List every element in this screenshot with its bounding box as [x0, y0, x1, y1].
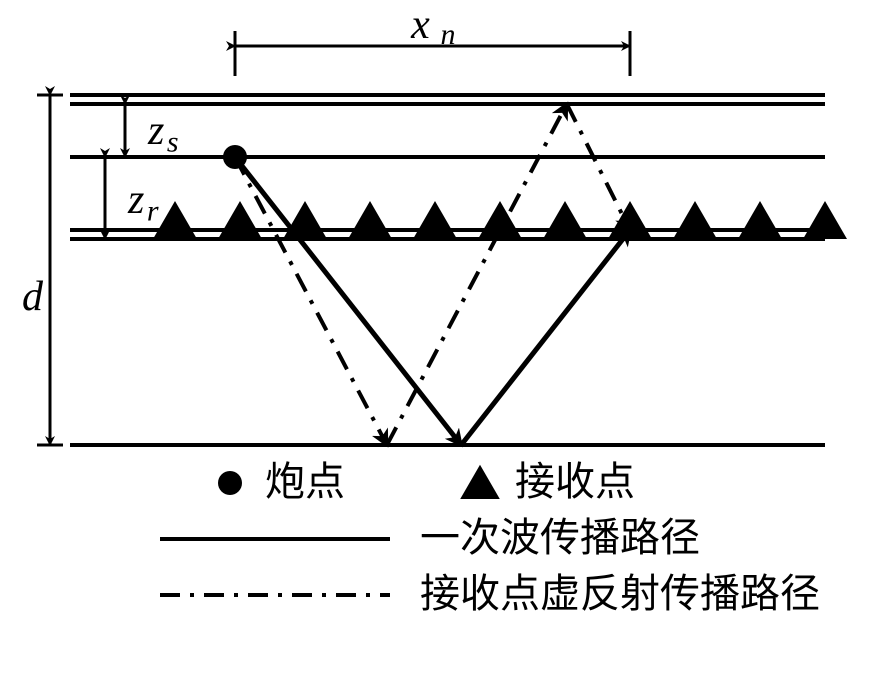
dim-zs-label: z	[147, 108, 164, 154]
receiver-marker	[478, 201, 522, 239]
receiver-marker	[218, 201, 262, 239]
receiver-marker	[803, 201, 847, 239]
receiver-marker	[673, 201, 717, 239]
legend-triangle-icon	[460, 465, 500, 499]
diagram-canvas: xndzszr炮点接收点一次波传播路径接收点虚反射传播路径	[0, 0, 884, 676]
ghost-ray-seg1	[235, 157, 387, 445]
receiver-marker	[738, 201, 782, 239]
primary-ray-up	[461, 230, 630, 445]
receiver-marker	[283, 201, 327, 239]
ghost-ray-seg3	[567, 104, 630, 230]
primary-ray-down	[235, 157, 461, 445]
receiver-marker	[543, 201, 587, 239]
dim-zr-label: z	[127, 177, 144, 223]
legend-triangle-label: 接收点	[515, 459, 635, 504]
legend-line-label: 一次波传播路径	[420, 515, 700, 560]
legend-circle-label: 炮点	[265, 459, 345, 504]
receiver-marker	[348, 201, 392, 239]
dim-zs-sub: s	[167, 126, 179, 159]
dim-xn-sub: n	[441, 18, 456, 51]
legend-line-label: 接收点虚反射传播路径	[420, 571, 820, 616]
receiver-marker	[153, 201, 197, 239]
legend-circle-icon	[218, 471, 242, 495]
receiver-marker	[413, 201, 457, 239]
dim-d-label: d	[22, 274, 44, 320]
dim-xn-label: x	[410, 2, 430, 48]
dim-zr-sub: r	[147, 195, 159, 228]
